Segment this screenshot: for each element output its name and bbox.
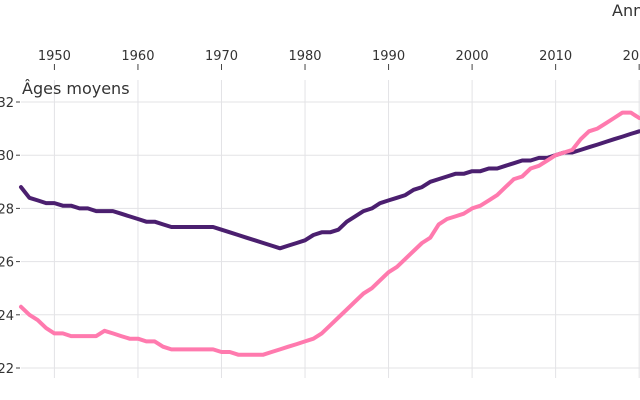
x-tick-label: 2000 <box>456 49 489 64</box>
y-tick-label: 30 <box>0 149 14 164</box>
y-tick-label: 22 <box>0 362 14 377</box>
x-tick-label: 1970 <box>205 49 238 64</box>
x-tick-label: 1990 <box>372 49 405 64</box>
x-tick-label: 1980 <box>288 49 321 64</box>
x-axis-label: Année <box>612 1 640 20</box>
x-tick-label: 1960 <box>121 49 154 64</box>
y-tick-label: 26 <box>0 256 14 271</box>
y-tick-label: 24 <box>0 309 14 324</box>
x-tick-label: 2010 <box>539 49 572 64</box>
x-tick-label: 2020 <box>623 49 640 64</box>
y-tick-label: 32 <box>0 96 14 111</box>
x-tick-label: 1950 <box>38 49 71 64</box>
y-axis-label: Âges moyens <box>22 79 130 98</box>
y-tick-label: 28 <box>0 202 14 217</box>
series-line-pink <box>19 110 640 357</box>
series-line-purple <box>19 129 640 251</box>
